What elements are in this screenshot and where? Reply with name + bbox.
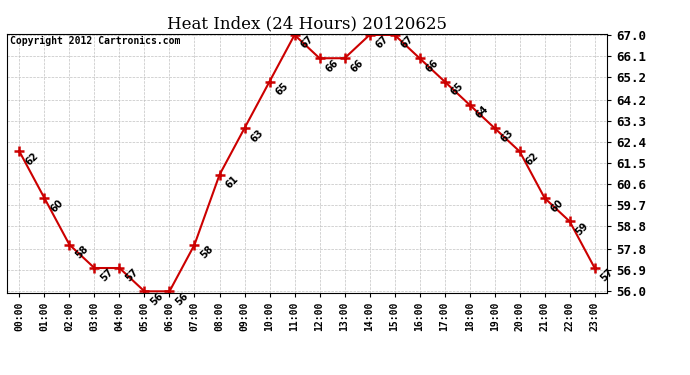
Text: 62: 62: [23, 151, 40, 167]
Text: 64: 64: [474, 104, 491, 121]
Text: 67: 67: [399, 34, 415, 51]
Text: Copyright 2012 Cartronics.com: Copyright 2012 Cartronics.com: [10, 36, 180, 46]
Text: 56: 56: [174, 291, 190, 307]
Text: 57: 57: [124, 267, 140, 284]
Text: 65: 65: [274, 81, 290, 98]
Text: 66: 66: [348, 57, 365, 74]
Text: 56: 56: [148, 291, 165, 307]
Text: 62: 62: [524, 151, 540, 167]
Text: 63: 63: [248, 128, 265, 144]
Text: 58: 58: [199, 244, 215, 261]
Text: 59: 59: [574, 220, 591, 237]
Text: 63: 63: [499, 128, 515, 144]
Text: 57: 57: [99, 267, 115, 284]
Text: 67: 67: [374, 34, 391, 51]
Text: 65: 65: [448, 81, 465, 98]
Title: Heat Index (24 Hours) 20120625: Heat Index (24 Hours) 20120625: [167, 15, 447, 32]
Text: 66: 66: [424, 57, 440, 74]
Text: 57: 57: [599, 267, 615, 284]
Text: 58: 58: [74, 244, 90, 261]
Text: 66: 66: [324, 57, 340, 74]
Text: 67: 67: [299, 34, 315, 51]
Text: 61: 61: [224, 174, 240, 190]
Text: 60: 60: [48, 197, 65, 214]
Text: 60: 60: [549, 197, 565, 214]
